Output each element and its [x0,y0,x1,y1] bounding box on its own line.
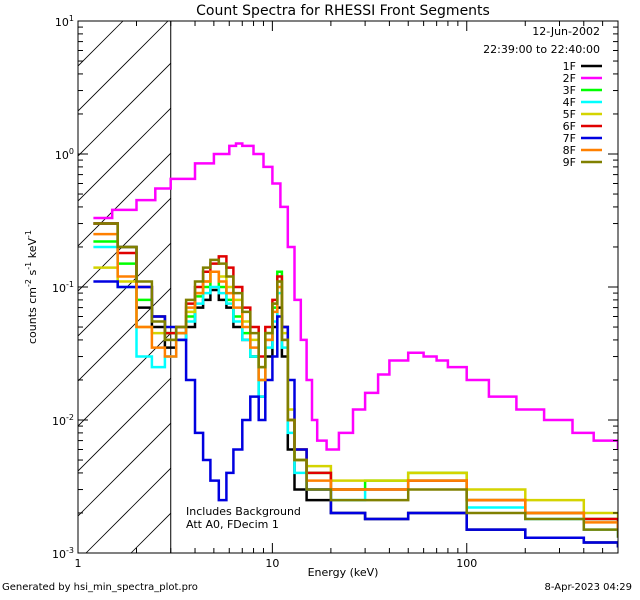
series-3F [93,240,618,530]
series-7F [93,280,618,548]
footer-generated-by: Generated by hsi_min_spectra_plot.pro [2,582,198,593]
footer-timestamp: 8-Apr-2023 04:29 [544,582,632,593]
x-tick-label: 100 [456,557,477,570]
plot-frame [77,20,619,554]
series-4F [93,245,618,538]
spectra-chart: Count Spectra for RHESSI Front Segments … [24,3,619,579]
annotation-background: Includes Background [186,505,301,518]
hatch-line [78,21,169,112]
legend-label-2F: 2F [563,72,576,85]
legend-label-8F: 8F [563,144,576,157]
y-tick-label: 100 [55,147,74,162]
series-9F [93,222,618,538]
legend-label-9F: 9F [563,156,576,169]
series-8F [93,232,618,530]
x-tick-label: 1 [75,557,82,570]
series-6F [93,222,618,530]
series-2F [93,142,618,451]
legend-label-4F: 4F [563,96,576,109]
hatch-line [78,62,171,157]
x-tick-label: 10 [265,557,279,570]
series-5F [93,266,618,519]
legend-label-3F: 3F [563,84,576,97]
hatch-line [78,107,171,202]
axis-ticks: 1 10 100 101 100 10-1 10-2 10-3 [52,14,619,570]
y-tick-label: 10-3 [52,546,74,561]
y-tick-label: 10-1 [52,280,74,295]
legend-label-1F: 1F [563,60,576,73]
y-axis-label: counts cm-2 s-1 keV-1 [24,230,39,344]
legend-label-7F: 7F [563,132,576,145]
time-range-label: 22:39:00 to 22:40:00 [483,43,600,56]
annotation-attenuator: Att A0, FDecim 1 [186,518,279,531]
date-label: 12-Jun-2002 [532,25,600,38]
y-tick-label: 101 [55,14,74,29]
hatch-line [85,467,171,553]
hatch-line [78,377,171,472]
legend-label-5F: 5F [563,108,576,121]
series-layer [93,142,618,548]
chart-title: Count Spectra for RHESSI Front Segments [196,3,490,19]
hatch-line [78,422,171,517]
legend-label-6F: 6F [563,120,576,133]
y-tick-label: 10-2 [52,413,74,428]
x-axis-label: Energy (keV) [308,566,379,579]
